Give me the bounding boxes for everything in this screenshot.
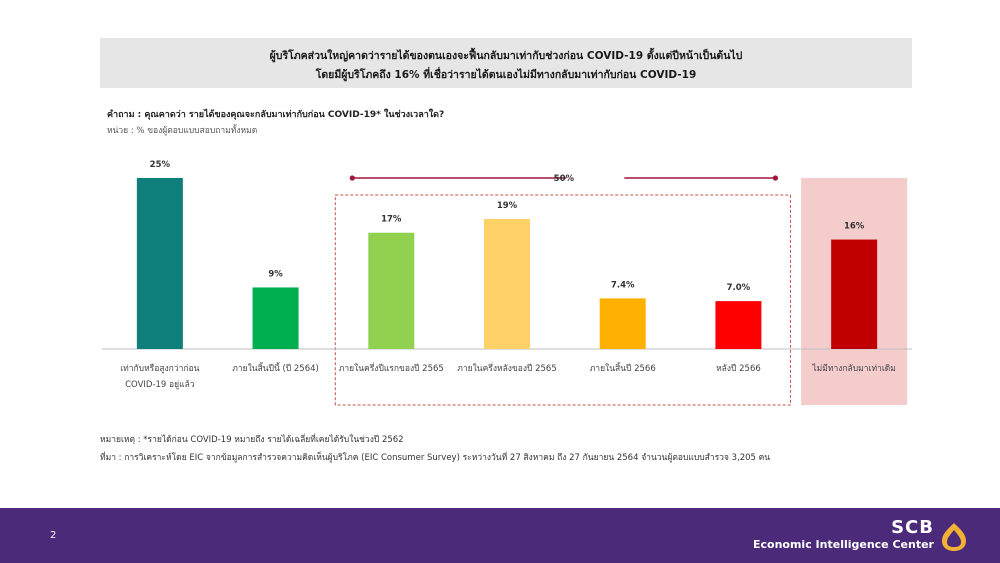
category-label-7-line-1: ไม่มีทางกลับมาเท่าเดิม [811, 363, 895, 374]
bracket-dot-left [349, 175, 355, 181]
data-label-7: 16% [844, 222, 865, 232]
category-label-6-line-1: หลังปี 2566 [716, 363, 761, 374]
footer-bar: 2 SCB Economic Intelligence Center [0, 508, 1000, 563]
bar-4 [484, 219, 530, 349]
page-title-line-1: ผู้บริโภคส่วนใหญ่คาดว่ารายได้ของตนเองจะฟ… [269, 50, 743, 62]
bar-6 [715, 301, 762, 349]
data-label-3: 17% [381, 215, 402, 225]
source-note: ที่มา : การวิเคราะห์โดย EIC จากข้อมูลการ… [100, 453, 771, 463]
bar-7 [831, 239, 878, 349]
category-label-1-line-1: เท่ากับหรือสูงกว่าก่อน [120, 363, 199, 374]
category-label-5-line-1: ภายในสิ้นปี 2566 [590, 362, 656, 374]
category-label-4-line-1: ภายในครึ่งหลังของปี 2565 [457, 362, 556, 374]
category-label-3-line-1: ภายในครึ่งปีแรกของปี 2565 [339, 362, 444, 374]
bar-1 [136, 178, 183, 349]
bar-chart: 50% 25% เท่ากับหรือสูงกว่าก่อน COVID-19 อยู… [102, 160, 912, 406]
unit-label: หน่วย : % ของผู้ตอบแบบสอบถามทั้งหมด [107, 126, 258, 136]
scb-logo-icon [942, 523, 966, 551]
data-label-6: 7.0% [727, 283, 751, 293]
data-label-5: 7.4% [611, 280, 635, 290]
page-title-line-2: โดยมีผู้บริโภคถึง 16% ที่เชื่อว่ารายได้ต… [315, 69, 697, 81]
page-number: 2 [50, 530, 57, 541]
data-label-4: 19% [497, 201, 518, 211]
bar-3 [368, 232, 415, 349]
remark-note: หมายเหตุ : *รายได้ก่อน COVID-19 หมายถึง … [100, 435, 404, 445]
data-label-1: 25% [150, 160, 171, 170]
category-label-2-line-1: ภายในสิ้นปีนี้ (ปี 2564) [232, 362, 319, 374]
brand-subtitle: Economic Intelligence Center [752, 538, 934, 551]
title-banner: ผู้บริโภคส่วนใหญ่คาดว่ารายได้ของตนเองจะฟ… [100, 38, 912, 88]
brand-name: SCB [891, 517, 934, 538]
bracket-dashed-box [334, 194, 791, 406]
survey-question: คำถาม : คุณคาดว่า รายได้ของคุณจะกลับมาเท… [107, 110, 445, 120]
bar-2 [252, 287, 299, 349]
category-label-1-line-2: COVID-19 อยู่แล้ว [125, 379, 195, 390]
bracket-dot-right [772, 175, 779, 181]
brand-block: SCB Economic Intelligence Center [753, 518, 934, 552]
bar-5 [599, 298, 646, 349]
data-label-2: 9% [268, 269, 283, 279]
bracket-label: 50% [554, 174, 575, 184]
